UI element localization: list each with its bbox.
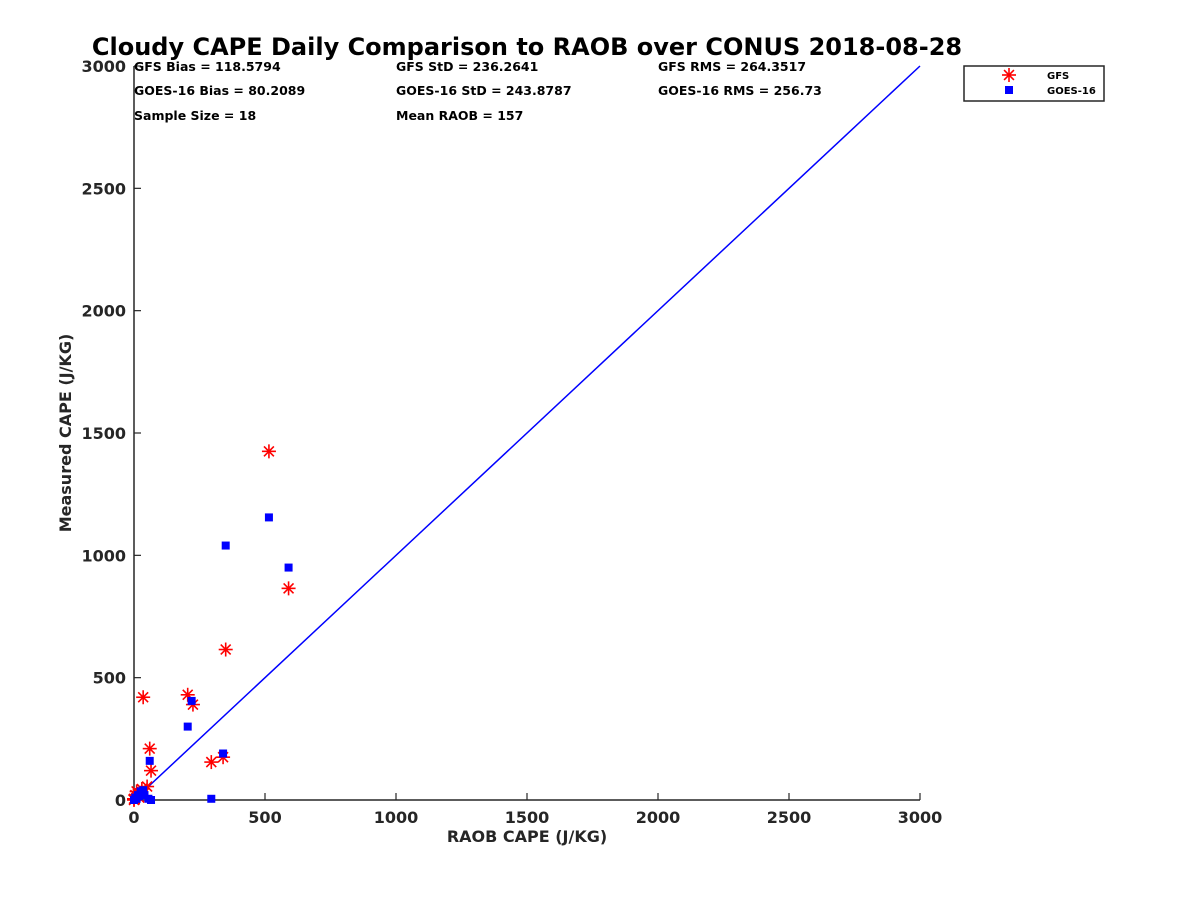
x-tick-label: 1000 <box>374 808 419 827</box>
legend: GFS GOES-16 <box>963 65 1105 102</box>
y-tick-label: 1500 <box>81 424 126 443</box>
goes16-point <box>284 563 293 572</box>
y-tick-label: 3000 <box>81 57 126 76</box>
goes16-point <box>187 696 196 705</box>
stat-gfs-bias: GFS Bias = 118.5794 <box>134 59 281 74</box>
x-tick-label: 1500 <box>505 808 550 827</box>
goes16-point <box>139 786 148 795</box>
x-tick-label: 3000 <box>898 808 943 827</box>
y-tick-label: 1000 <box>81 546 126 565</box>
stat-gfs-std: GFS StD = 236.2641 <box>396 59 538 74</box>
y-tick-label: 2500 <box>81 179 126 198</box>
y-ticks: 0 500 1000 1500 2000 2500 3000 <box>81 57 141 810</box>
legend-gfs-asterisk-icon <box>1002 68 1016 82</box>
reference-line-group <box>133 65 921 801</box>
goes16-point <box>221 541 230 550</box>
x-tick-label: 2500 <box>767 808 812 827</box>
goes16-point <box>207 794 216 803</box>
x-ticks: 0 500 1000 1500 2000 2500 3000 <box>128 793 942 827</box>
y-tick-label: 2000 <box>81 302 126 321</box>
x-axis-label: RAOB CAPE (J/KG) <box>447 827 607 846</box>
gfs-point <box>218 642 233 657</box>
stat-gfs-rms: GFS RMS = 264.3517 <box>658 59 806 74</box>
legend-gfs-asterisk <box>1002 68 1016 82</box>
x-tick-label: 2000 <box>636 808 681 827</box>
x-tick-label: 0 <box>128 808 139 827</box>
legend-goes16-square-icon <box>1005 86 1013 94</box>
goes16-point <box>264 513 273 522</box>
goes16-point <box>147 796 156 804</box>
legend-goes16-label: GOES-16 <box>1047 86 1096 97</box>
y-tick-label: 0 <box>115 791 126 810</box>
chart-title: Cloudy CAPE Daily Comparison to RAOB ove… <box>92 33 962 61</box>
one-to-one-line <box>133 65 921 801</box>
gfs-point <box>180 687 195 702</box>
goes16-point <box>135 792 144 801</box>
stat-sample-size: Sample Size = 18 <box>134 108 256 123</box>
stat-goes16-bias: GOES-16 Bias = 80.2089 <box>134 83 305 98</box>
goes16-series <box>130 513 293 804</box>
legend-box <box>963 65 1105 102</box>
gfs-point <box>261 444 276 459</box>
y-tick-label: 500 <box>93 669 126 688</box>
gfs-series <box>127 444 296 807</box>
gfs-point <box>144 763 159 778</box>
y-axis-label: Measured CAPE (J/KG) <box>56 334 75 533</box>
stat-mean-raob: Mean RAOB = 157 <box>396 108 523 123</box>
legend-gfs-label: GFS <box>1047 71 1069 82</box>
gfs-point <box>142 741 157 756</box>
goes16-point <box>219 749 228 758</box>
gfs-point <box>136 690 151 705</box>
stat-goes16-std: GOES-16 StD = 243.8787 <box>396 83 572 98</box>
goes16-point <box>145 756 154 765</box>
x-tick-label: 500 <box>248 808 281 827</box>
gfs-point <box>281 581 296 596</box>
goes16-point <box>183 722 192 731</box>
gfs-point <box>204 755 219 770</box>
stat-goes16-rms: GOES-16 RMS = 256.73 <box>658 83 822 98</box>
